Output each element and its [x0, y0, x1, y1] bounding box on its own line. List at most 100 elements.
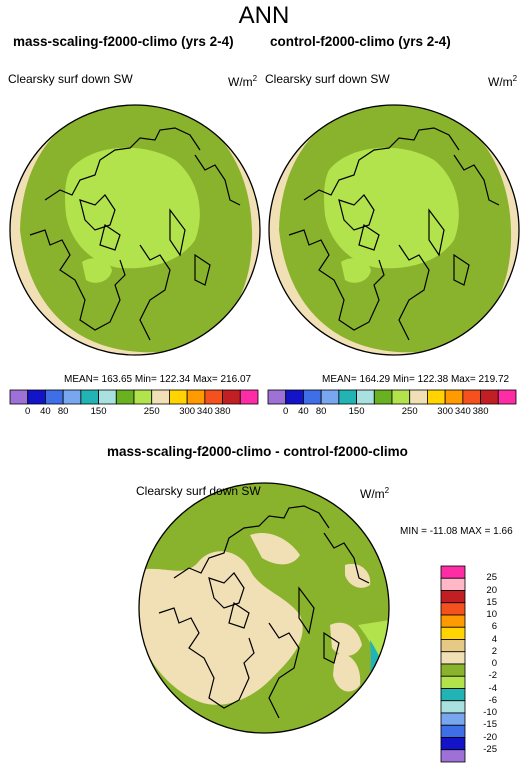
colorbar-1-swatch-4: [80, 389, 99, 405]
colorbar-3-tick-label: -2: [488, 670, 497, 682]
colorbar-1-swatch-10: [186, 389, 206, 405]
map-2-fill: [269, 105, 519, 355]
colorbar-1-swatch-0: [9, 389, 29, 405]
colorbar-1-swatch-3: [62, 389, 82, 405]
map-1-fill: [10, 105, 260, 355]
colorbar-1-tick-label: 340: [196, 406, 213, 417]
colorbar-2-swatch-10: [444, 389, 464, 405]
colorbar-3-tick-label: 2: [491, 645, 497, 657]
colorbar-2-swatch-5: [356, 389, 375, 405]
colorbar-3-swatch-9: [440, 675, 466, 689]
colorbar-3-tick-label: 15: [486, 596, 497, 608]
colorbar-3-tick-label: 25: [486, 572, 497, 584]
colorbar-2-swatch-12: [480, 389, 499, 405]
colorbar-3-swatch-2: [440, 590, 466, 604]
colorbar-1-swatch-6: [115, 389, 135, 405]
colorbar-1-tick-label: 40: [40, 406, 51, 417]
colorbar-1-swatch-7: [133, 389, 153, 405]
colorbar-1-tick-label: 380: [214, 406, 231, 417]
colorbar-1-swatch-1: [27, 389, 46, 405]
panel-2-title: control-f2000-climo (yrs 2-4): [270, 34, 451, 49]
panel-1-variable: Clearsky surf down SW: [8, 72, 133, 86]
colorbar-panel-1-labels: 0 40 80 150 250 300 340 380: [10, 406, 258, 420]
colorbar-1-swatch-12: [222, 389, 241, 405]
panel-3-title: mass-scaling-f2000-climo - control-f2000…: [107, 444, 408, 459]
colorbar-1-tick-label: 80: [57, 406, 69, 417]
panel-3-units: W/m2: [360, 486, 390, 501]
colorbar-3-swatch-7: [440, 651, 466, 665]
panel-3-variable: Clearsky surf down SW: [136, 484, 261, 498]
colorbar-3-tick-label: 0: [491, 658, 497, 669]
colorbar-2-swatch-4: [338, 389, 357, 405]
colorbar-1-tick-label: 150: [90, 406, 107, 417]
colorbar-2-tick-label: 380: [472, 406, 489, 417]
colorbar-1-swatch-13: [239, 389, 259, 405]
colorbar-3-swatch-12: [440, 712, 466, 726]
colorbar-2-tick-label: 300: [437, 406, 454, 417]
colorbar-panel-3-labels: 25 20 15 10 6 4 2 0 -2 -4 -6 -10 -15 -20 -25: [467, 566, 507, 762]
map-3-border: [138, 482, 390, 734]
map-2-border: [268, 104, 520, 356]
colorbar-panel-2: [267, 389, 517, 405]
panel-1-stats: MEAN= 163.65 Min= 122.34 Max= 216.07: [64, 374, 252, 385]
colorbar-panel-2-labels: 0 40 80 150 250 300 340 380: [268, 406, 516, 420]
map-2-coastlines: [288, 127, 500, 341]
colorbar-2-swatch-0: [267, 389, 287, 405]
colorbar-2-tick-label: 250: [401, 406, 418, 417]
map-3-fill: [139, 483, 389, 733]
panel-2-stats: MEAN= 164.29 Min= 122.38 Max= 219.72: [322, 374, 510, 385]
colorbar-2-tick-label: 150: [348, 406, 365, 417]
colorbar-3-swatch-15: [440, 749, 466, 763]
colorbar-1-swatch-2: [45, 389, 64, 405]
panel-2-variable: Clearsky surf down SW: [265, 72, 390, 86]
colorbar-3-swatch-5: [440, 626, 466, 640]
colorbar-2-swatch-7: [391, 389, 411, 405]
colorbar-3-swatch-6: [440, 639, 466, 653]
colorbar-1-swatch-9: [169, 389, 188, 405]
colorbar-2-tick-label: 0: [283, 406, 289, 417]
colorbar-1-tick-label: 0: [25, 406, 31, 417]
map-3-coastlines: [158, 505, 370, 719]
colorbar-1-tick-label: 300: [179, 406, 196, 417]
colorbar-2-swatch-9: [427, 389, 446, 405]
colorbar-3-tick-label: -20: [483, 731, 497, 743]
colorbar-2-tick-label: 40: [298, 406, 309, 417]
colorbar-3-swatch-1: [440, 577, 466, 591]
panel-3-stats: MIN = -11.08 MAX = 1.66: [400, 526, 513, 537]
colorbar-3-tick-label: 6: [491, 621, 497, 633]
colorbar-3-swatch-8: [440, 663, 466, 677]
colorbar-3-swatch-14: [440, 737, 466, 751]
colorbar-2-tick-label: 340: [454, 406, 471, 417]
colorbar-2-swatch-1: [285, 389, 304, 405]
colorbar-3-tick-label: 10: [486, 609, 497, 620]
colorbar-3-swatch-13: [440, 724, 466, 738]
colorbar-2-swatch-13: [497, 389, 517, 405]
colorbar-3-tick-label: -15: [483, 719, 497, 731]
colorbar-1-tick-label: 250: [143, 406, 160, 417]
colorbar-2-swatch-11: [462, 389, 481, 405]
colorbar-3-swatch-10: [440, 688, 466, 702]
colorbar-1-swatch-5: [98, 389, 117, 405]
colorbar-3-tick-label: -4: [488, 682, 497, 694]
figure-title: ANN: [238, 2, 290, 29]
colorbar-panel-1: [9, 389, 259, 405]
colorbar-panel-3: [440, 565, 466, 763]
colorbar-3-tick-label: -10: [483, 707, 497, 718]
colorbar-2-swatch-3: [320, 389, 340, 405]
panel-1-units: W/m2: [228, 74, 258, 89]
map-1-border: [9, 104, 261, 356]
colorbar-3-tick-label: -6: [488, 694, 497, 706]
colorbar-3-tick-label: 20: [486, 584, 497, 596]
panel-1-title: mass-scaling-f2000-climo (yrs 2-4): [13, 34, 234, 49]
colorbar-2-tick-label: 80: [315, 406, 327, 417]
colorbar-3-swatch-11: [440, 700, 466, 714]
colorbar-2-swatch-2: [303, 389, 322, 405]
colorbar-1-swatch-8: [151, 389, 170, 405]
colorbar-2-swatch-6: [373, 389, 393, 405]
map-1-coastlines: [29, 127, 241, 341]
colorbar-3-swatch-4: [440, 614, 466, 628]
colorbar-3-tick-label: -25: [483, 743, 497, 755]
panel-2-units: W/m2: [488, 74, 518, 89]
colorbar-1-swatch-11: [204, 389, 223, 405]
colorbar-3-swatch-0: [440, 565, 466, 579]
